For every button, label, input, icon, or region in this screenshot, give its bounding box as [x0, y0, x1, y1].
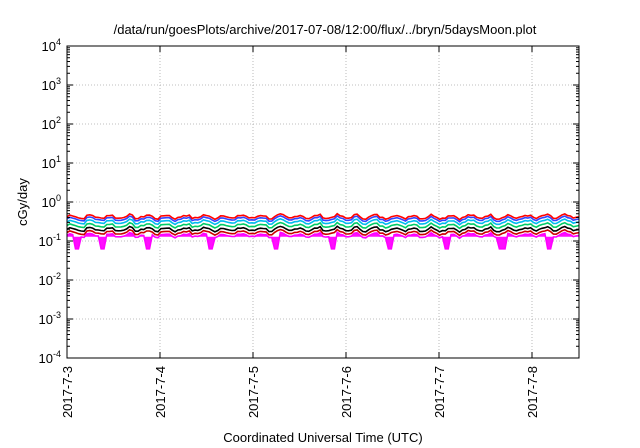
grid-lines: [67, 46, 579, 358]
y-tick-label: 10-4: [39, 349, 61, 366]
x-axis-label: Coordinated Universal Time (UTC): [223, 430, 422, 445]
series-1-line: [66, 228, 580, 237]
series-2-line: [66, 225, 580, 234]
x-tick-label: 2017-7-6: [339, 366, 354, 418]
series-group: [66, 212, 580, 250]
chart-title: /data/run/goesPlots/archive/2017-07-08/1…: [114, 22, 537, 37]
x-tick-label: 2017-7-3: [60, 366, 75, 418]
y-tick-label: 10-3: [39, 310, 61, 327]
y-tick-label: 102: [42, 115, 61, 132]
y-tick-label: 10-2: [39, 271, 61, 288]
y-axis-label: cGy/day: [15, 178, 30, 226]
series-0-line: [66, 230, 580, 250]
series-6-line: [66, 212, 580, 221]
y-tick-label: 10-1: [39, 232, 61, 249]
y-tick-label: 103: [42, 76, 61, 93]
y-tick-label: 100: [42, 193, 61, 210]
series-3-line: [66, 221, 580, 230]
y-axis: 10-4 10-3 10-2 10-1 100 101 102 103 104: [39, 37, 579, 366]
x-tick-label: 2017-7-7: [432, 366, 447, 418]
x-axis: 2017-7-3 2017-7-4 2017-7-5 2017-7-6 2017-7-7…: [60, 46, 540, 418]
y-tick-label: 104: [42, 37, 61, 54]
series-5-line: [66, 214, 580, 223]
x-tick-label: 2017-7-5: [246, 366, 261, 418]
series-4-line: [66, 217, 580, 226]
y-tick-label: 101: [42, 154, 61, 171]
x-tick-label: 2017-7-4: [153, 366, 168, 418]
x-tick-label: 2017-7-8: [525, 366, 540, 418]
